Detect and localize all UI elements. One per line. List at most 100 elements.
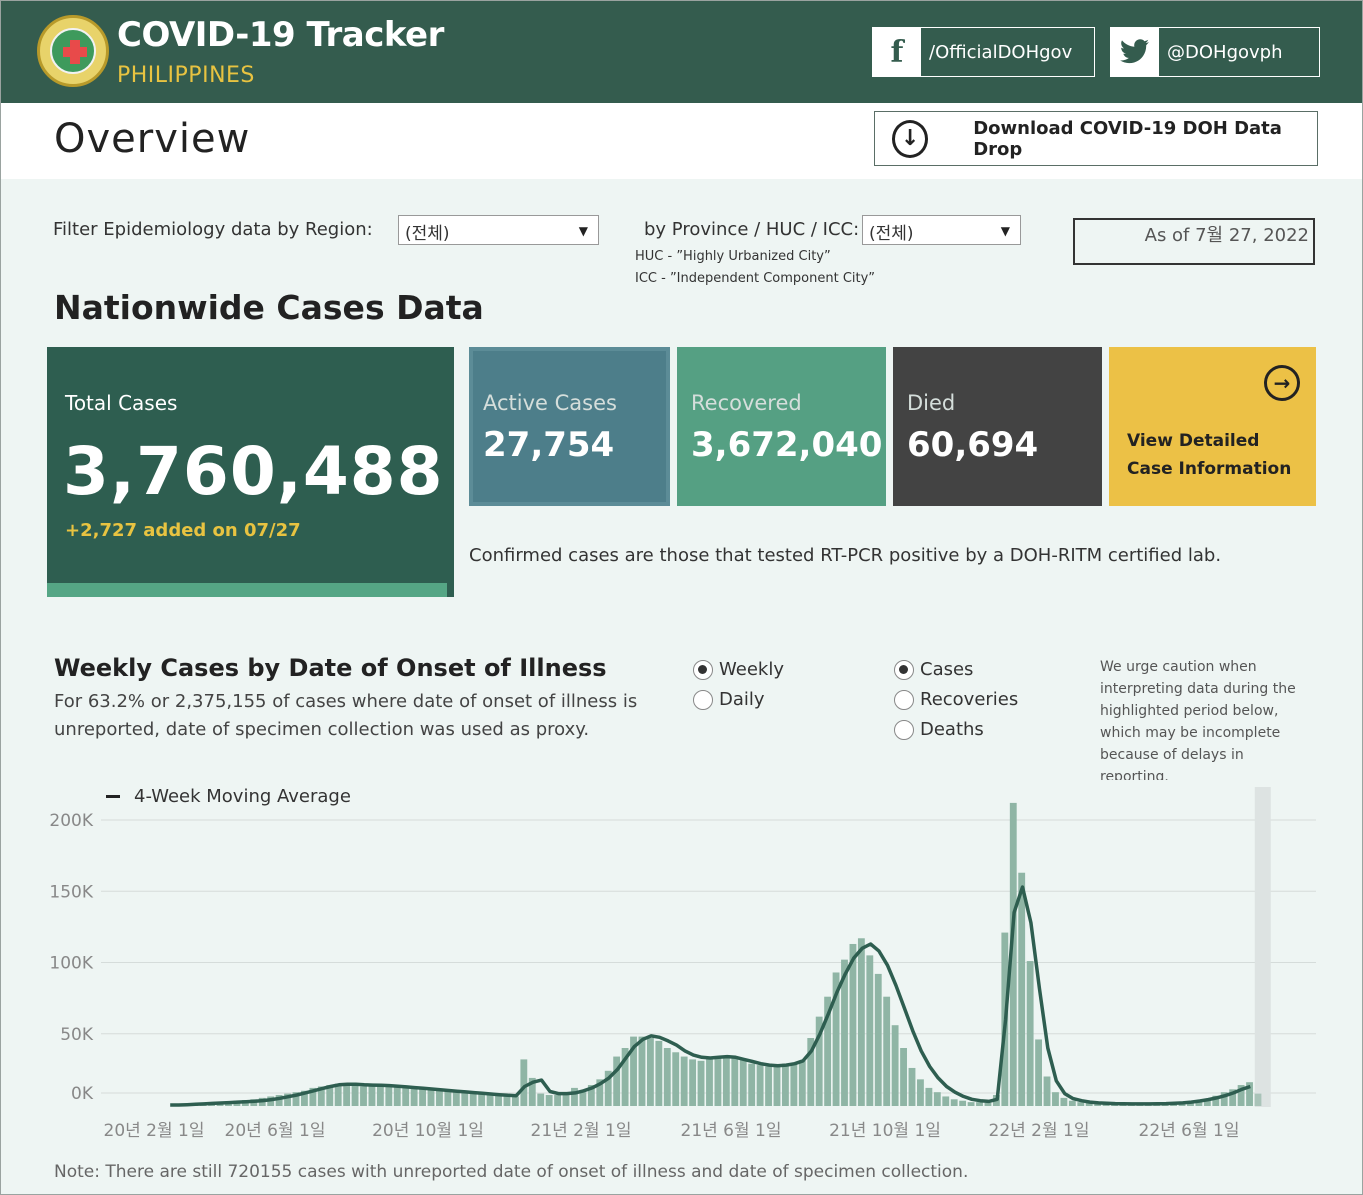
as-of-date: As of 7월 27, 2022	[1073, 218, 1315, 265]
weekly-bar	[933, 1092, 941, 1106]
weekly-bar	[1094, 1103, 1102, 1106]
weekly-bar	[410, 1088, 418, 1106]
weekly-bar	[748, 1063, 756, 1106]
weekly-chart-title: Weekly Cases by Date of Onset of Illness	[54, 654, 607, 682]
weekly-bar	[587, 1085, 595, 1106]
y-tick-label: 100K	[49, 954, 93, 974]
radio-cases[interactable]: Cases	[894, 659, 973, 680]
weekly-bar	[891, 1025, 899, 1106]
weekly-bar	[824, 996, 832, 1106]
weekly-bar	[646, 1038, 654, 1106]
weekly-bar	[562, 1093, 570, 1106]
weekly-bar	[976, 1102, 983, 1106]
weekly-bar	[942, 1096, 950, 1106]
weekly-bar	[317, 1086, 325, 1106]
weekly-bar	[301, 1090, 308, 1106]
weekly-bar	[503, 1096, 511, 1106]
weekly-bar	[849, 943, 857, 1106]
total-cases-bar	[47, 583, 447, 597]
province-filter-label: by Province / HUC / ICC:	[644, 219, 860, 240]
weekly-bar	[967, 1102, 975, 1106]
weekly-bar	[1085, 1102, 1093, 1106]
weekly-bar	[722, 1056, 730, 1106]
weekly-bar	[385, 1085, 393, 1106]
radio-deaths[interactable]: Deaths	[894, 719, 984, 740]
weekly-bar	[520, 1059, 528, 1106]
weekly-bar	[427, 1090, 435, 1106]
weekly-bar	[672, 1052, 680, 1106]
weekly-bar	[1220, 1092, 1228, 1106]
weekly-bar	[1212, 1095, 1220, 1106]
radio-label: Recoveries	[920, 689, 1019, 710]
x-tick-label: 20년 10월 1일	[372, 1121, 484, 1141]
weekly-bar	[495, 1095, 502, 1106]
nationwide-title: Nationwide Cases Data	[54, 288, 484, 327]
download-arrow-icon: ↓	[892, 119, 929, 158]
weekly-bar	[604, 1070, 612, 1106]
died-label: Died	[907, 391, 956, 415]
weekly-cases-chart: 0K 50K 100K 150K 200K 20년 2월 1일 20년 6월 1일 20년 …	[49, 787, 1316, 1141]
seal-inner	[50, 28, 96, 74]
header: COVID-19 Tracker PHILIPPINES f /Official…	[1, 1, 1362, 103]
weekly-bar	[706, 1057, 713, 1106]
weekly-bar	[351, 1085, 359, 1106]
x-tick-label: 22년 2월 1일	[989, 1121, 1090, 1141]
weekly-bar	[1203, 1098, 1211, 1106]
chart-legend: 4-Week Moving Average	[106, 786, 351, 807]
weekly-bar	[393, 1087, 401, 1106]
weekly-bar	[1246, 1082, 1253, 1106]
weekly-bar	[807, 1038, 815, 1106]
twitter-link[interactable]: @DOHgovph	[1110, 27, 1320, 77]
huc-note: HUC - ”Highly Urbanized City”	[635, 249, 831, 264]
weekly-bar	[402, 1087, 410, 1106]
facebook-link[interactable]: f /OfficialDOHgov	[872, 27, 1095, 77]
province-select[interactable]: (전체) ▼	[862, 215, 1021, 245]
weekly-bar	[765, 1066, 772, 1106]
weekly-bar	[360, 1086, 367, 1106]
app-subtitle: PHILIPPINES	[117, 63, 255, 88]
page-title: Overview	[54, 116, 251, 162]
weekly-bar	[798, 1060, 806, 1106]
weekly-bar	[275, 1095, 283, 1106]
weekly-bar	[739, 1059, 747, 1106]
doh-seal-logo	[37, 15, 109, 87]
weekly-bar	[655, 1040, 663, 1106]
weekly-bar	[444, 1091, 452, 1106]
weekly-bar	[1237, 1085, 1245, 1106]
weekly-bar	[984, 1102, 992, 1106]
weekly-bar	[832, 972, 840, 1106]
weekly-bar	[883, 996, 891, 1106]
download-data-drop-button[interactable]: ↓ Download COVID-19 DOH Data Drop	[874, 111, 1318, 166]
weekly-bar	[1187, 1102, 1194, 1106]
total-cases-value: 3,760,488	[63, 433, 444, 510]
weekly-bar	[680, 1056, 688, 1106]
x-tick-label: 21년 6월 1일	[681, 1121, 782, 1141]
radio-recoveries[interactable]: Recoveries	[894, 689, 1018, 710]
weekly-bar	[638, 1036, 646, 1106]
weekly-bar	[857, 938, 865, 1106]
facebook-icon: f	[873, 28, 921, 76]
weekly-bar	[1018, 872, 1026, 1106]
weekly-bar	[790, 1063, 798, 1106]
weekly-bar	[874, 973, 882, 1106]
weekly-bar	[1077, 1102, 1085, 1106]
facebook-label: /OfficialDOHgov	[929, 41, 1073, 63]
weekly-bar	[284, 1093, 291, 1106]
radio-daily[interactable]: Daily	[693, 689, 765, 710]
x-tick-label: 20년 2월 1일	[104, 1121, 205, 1141]
weekly-bar	[841, 959, 848, 1106]
radio-label: Daily	[719, 689, 765, 710]
weekly-bar	[343, 1085, 351, 1106]
icc-note: ICC - ”Independent Component City”	[635, 271, 876, 285]
y-tick-label: 150K	[49, 882, 93, 902]
active-cases-card: Active Cases 27,754	[469, 347, 670, 506]
cross-icon-bar	[63, 47, 87, 57]
province-select-value: (전체)	[869, 224, 914, 244]
weekly-bar	[663, 1048, 671, 1106]
radio-weekly[interactable]: Weekly	[693, 659, 784, 680]
view-detailed-case-button[interactable]: → View Detailed Case Information	[1109, 347, 1316, 506]
weekly-bar	[900, 1048, 907, 1106]
weekly-bar	[866, 955, 874, 1106]
weekly-bar	[309, 1087, 317, 1106]
region-select[interactable]: (전체) ▼	[398, 215, 599, 245]
